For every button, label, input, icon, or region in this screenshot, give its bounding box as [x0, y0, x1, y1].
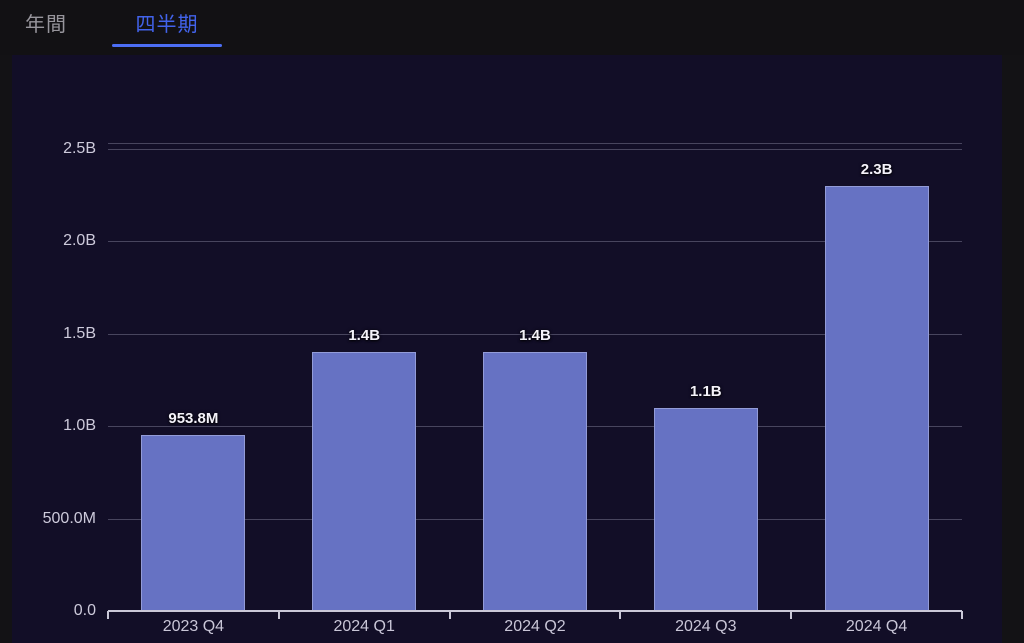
- bar[interactable]: [312, 352, 417, 611]
- y-axis-label: 2.5B: [63, 139, 96, 157]
- y-axis-label: 1.0B: [63, 417, 96, 434]
- x-axis-tick: [107, 611, 109, 619]
- tab-annual[interactable]: 年間: [25, 13, 67, 36]
- y-axis-label: 0.0: [73, 602, 96, 619]
- bar-value-label: 1.1B: [689, 382, 722, 400]
- x-axis-label: 2024 Q1: [333, 618, 395, 635]
- x-axis-label: 2024 Q2: [504, 618, 566, 635]
- bar[interactable]: [141, 434, 246, 611]
- gridline: [108, 333, 962, 335]
- gridline: [108, 148, 962, 150]
- x-axis-label: 2024 Q4: [845, 618, 908, 635]
- bar-value-label: 1.4B: [348, 327, 381, 344]
- plot-top-line: [108, 143, 962, 144]
- active-tab-underline: [112, 44, 222, 47]
- x-axis-tick: [619, 611, 622, 619]
- tab-quarterly[interactable]: 四半期: [135, 13, 199, 36]
- bar[interactable]: [653, 407, 758, 611]
- x-axis-tick: [277, 611, 280, 619]
- x-axis-line: [108, 610, 962, 612]
- x-axis-tick: [448, 611, 451, 619]
- y-axis-label: 1.5B: [63, 324, 96, 342]
- x-axis-tick: [961, 611, 963, 619]
- y-axis-label: 2.0B: [63, 232, 96, 249]
- bar[interactable]: [824, 185, 929, 611]
- bar-value-label: 1.4B: [519, 327, 551, 344]
- tab-bar: 年間 四半期: [0, 0, 1024, 55]
- y-axis-label: 500.0M: [42, 509, 96, 527]
- x-axis-tick: [790, 611, 793, 619]
- bar[interactable]: [483, 352, 587, 611]
- bar-value-label: 2.3B: [860, 160, 893, 178]
- bar-value-label: 953.8M: [168, 409, 219, 427]
- x-axis-label: 2023 Q4: [162, 618, 225, 635]
- x-axis-label: 2024 Q3: [675, 618, 737, 635]
- gridline: [108, 241, 962, 242]
